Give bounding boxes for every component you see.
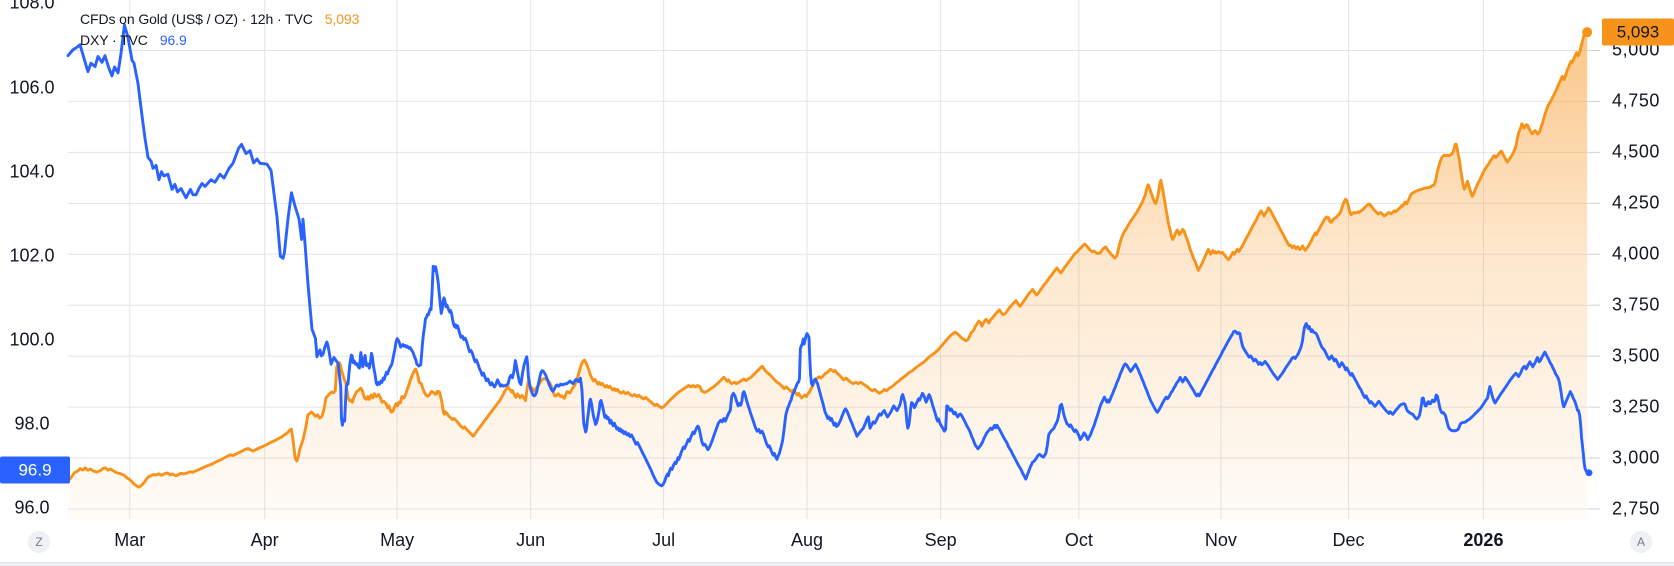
legend: CFDs on Gold (US$ / OZ) · 12h · TVC 5,093… xyxy=(80,9,359,51)
left-axis-price-label: 100.0 xyxy=(9,329,55,350)
gold-price-line xyxy=(66,30,1589,489)
left-axis-price-label: 102.0 xyxy=(9,245,55,266)
right-axis-price-label: 3,750 xyxy=(1612,294,1661,315)
right-axis-price-label: 3,250 xyxy=(1612,396,1661,417)
gold-area-fill xyxy=(68,31,1588,520)
time-axis-label: Oct xyxy=(1064,530,1093,550)
time-axis-label: Jun xyxy=(516,530,546,550)
right-axis-price-label: 3,500 xyxy=(1612,345,1661,366)
time-axis-label: Nov xyxy=(1204,530,1237,550)
right-axis-price-label: 4,750 xyxy=(1612,90,1661,111)
right-axis-price-label: 3,000 xyxy=(1612,447,1661,468)
gold-last-point-marker xyxy=(1582,27,1593,38)
left-axis-price-label: 98.0 xyxy=(14,413,50,434)
left-axis-price-label: 104.0 xyxy=(9,161,55,182)
dxy-last-price-badge: 96.9 xyxy=(0,456,70,484)
auto-scale-button[interactable]: A xyxy=(1630,531,1652,553)
left-axis-price-label: 108.0 xyxy=(9,0,55,13)
right-axis-price-label: 4,000 xyxy=(1612,243,1661,264)
time-axis-label: May xyxy=(380,530,415,550)
gold-last-price-badge: 5,093 xyxy=(1602,18,1674,46)
left-axis-price-label: 96.0 xyxy=(14,497,50,518)
right-axis-price-label: 4,250 xyxy=(1612,192,1661,213)
right-axis-price-label: 2,750 xyxy=(1612,498,1661,519)
time-axis-label: Mar xyxy=(114,530,146,550)
time-axis-label: Dec xyxy=(1332,530,1365,550)
gold-series-title: CFDs on Gold (US$ / OZ) · 12h · TVC xyxy=(80,11,313,27)
bottom-toolbar-edge xyxy=(0,562,1674,566)
time-axis-label: 2026 xyxy=(1463,530,1504,550)
time-axis-label: Apr xyxy=(250,530,279,550)
left-axis-price-label: 106.0 xyxy=(9,77,55,98)
right-axis-price-label: 4,500 xyxy=(1612,141,1661,162)
dxy-series-value: 96.9 xyxy=(159,32,187,48)
dxy-last-point-marker xyxy=(1585,469,1593,477)
time-axis-label: Jul xyxy=(652,530,676,550)
timezone-button[interactable]: Z xyxy=(28,531,50,553)
legend-row-dxy[interactable]: DXY · TVC 96.9 xyxy=(80,30,359,51)
gold-series-value: 5,093 xyxy=(324,11,360,27)
time-axis-label: Aug xyxy=(791,530,824,550)
dxy-price-line xyxy=(66,23,1591,488)
time-axis-label: Sep xyxy=(924,530,957,550)
legend-row-gold[interactable]: CFDs on Gold (US$ / OZ) · 12h · TVC 5,093 xyxy=(80,9,359,30)
dxy-series-title: DXY · TVC xyxy=(80,32,148,48)
